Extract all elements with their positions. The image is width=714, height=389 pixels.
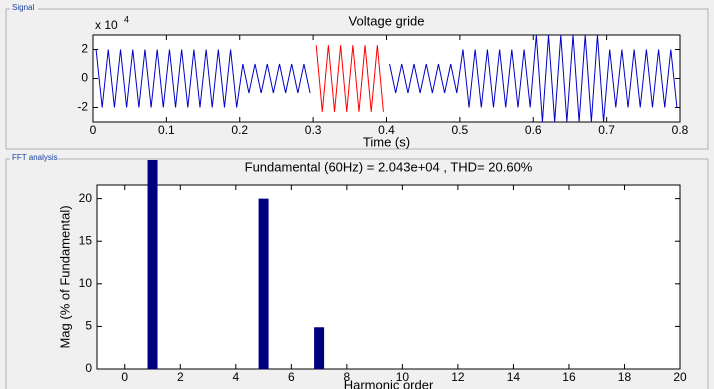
y-tick-label: 5 bbox=[85, 319, 92, 333]
y-tick-label: 2 bbox=[81, 42, 88, 56]
x-tick-label: 0 bbox=[121, 370, 128, 384]
x-tick-label: 0 bbox=[90, 123, 97, 137]
panel-label-bg bbox=[10, 3, 38, 13]
x-tick-label: 10 bbox=[396, 370, 410, 384]
signal-line bbox=[315, 45, 384, 112]
x-axis-label: Time (s) bbox=[363, 134, 410, 149]
y-tick-label: -2 bbox=[77, 100, 88, 114]
x-tick-label: 2 bbox=[177, 370, 184, 384]
x-tick-label: 8 bbox=[344, 370, 351, 384]
x-tick-label: 14 bbox=[507, 370, 521, 384]
x-tick-label: 18 bbox=[618, 370, 632, 384]
y-tick-label: 20 bbox=[79, 191, 93, 205]
y-multiplier: x 10 bbox=[95, 18, 118, 32]
bar bbox=[314, 327, 325, 369]
panel-title: Signal bbox=[12, 3, 34, 12]
x-tick-label: 0.4 bbox=[378, 123, 395, 137]
x-tick-label: 0.7 bbox=[598, 123, 615, 137]
y-multiplier-exponent: 4 bbox=[124, 14, 129, 24]
plot-area bbox=[96, 184, 681, 370]
x-tick-label: 4 bbox=[232, 370, 239, 384]
x-tick-label: 0.6 bbox=[525, 123, 542, 137]
y-tick-label: 15 bbox=[79, 233, 93, 247]
signal-line bbox=[95, 35, 678, 122]
plot-layer bbox=[95, 35, 678, 122]
x-tick-label: 0.3 bbox=[305, 123, 322, 137]
x-tick-label: 0.1 bbox=[158, 123, 175, 137]
y-tick-label: 10 bbox=[79, 276, 93, 290]
chart-title: Voltage gride bbox=[349, 13, 425, 28]
chart-title: Fundamental (60Hz) = 2.043e+04 , THD= 20… bbox=[245, 159, 533, 174]
panel-label-bg bbox=[10, 153, 58, 163]
plot-layer bbox=[147, 160, 325, 369]
x-tick-label: 0.2 bbox=[231, 123, 248, 137]
y-axis-label: Mag (% of Fundamental) bbox=[57, 205, 72, 348]
x-axis-label: Harmonic order bbox=[344, 377, 434, 389]
bar bbox=[147, 160, 158, 369]
x-tick-label: 0.8 bbox=[672, 123, 689, 137]
y-tick-label: 0 bbox=[81, 71, 88, 85]
signal-panel bbox=[5, 8, 709, 150]
fft-panel bbox=[5, 158, 709, 389]
x-tick-label: 20 bbox=[673, 370, 687, 384]
x-tick-label: 6 bbox=[288, 370, 295, 384]
bar bbox=[258, 198, 269, 369]
x-tick-label: 12 bbox=[451, 370, 465, 384]
panel-title: FFT analysis bbox=[12, 153, 58, 162]
x-tick-label: 0.5 bbox=[452, 123, 469, 137]
y-tick-label: 0 bbox=[85, 361, 92, 375]
x-tick-label: 16 bbox=[562, 370, 576, 384]
